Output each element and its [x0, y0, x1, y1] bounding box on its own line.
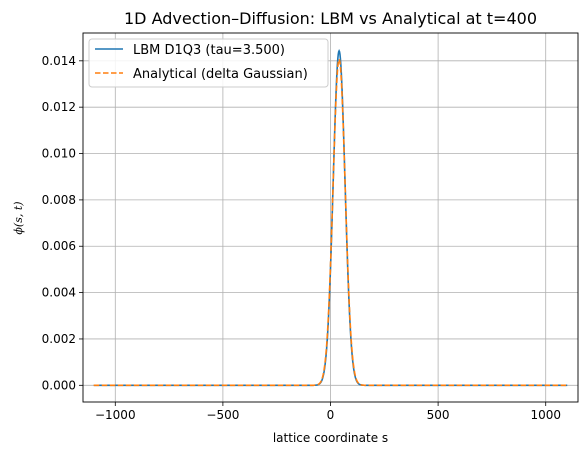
x-tick-label: −500: [206, 408, 239, 422]
x-tick-label: 0: [327, 408, 335, 422]
y-tick-label: 0.004: [42, 286, 76, 300]
y-tick-label: 0.014: [42, 54, 76, 68]
series-lines: [93, 49, 568, 387]
series-line-analytical: [93, 57, 568, 387]
y-axis-label: ϕ(s, t): [12, 201, 25, 234]
chart-title: 1D Advection–Diffusion: LBM vs Analytica…: [124, 9, 537, 28]
grid-lines: [83, 33, 578, 402]
legend-label-analytical: Analytical (delta Gaussian): [133, 67, 308, 82]
y-tick-label: 0.000: [42, 378, 76, 392]
legend-box: [88, 38, 329, 88]
y-tick-label: 0.006: [42, 239, 76, 253]
legend-label-lbm: LBM D1Q3 (tau=3.500): [133, 43, 285, 58]
y-tick-label: 0.008: [42, 193, 76, 207]
x-axis-label: lattice coordinate s: [273, 431, 388, 445]
y-tick-label: 0.002: [42, 332, 76, 346]
x-tick-label: −1000: [95, 408, 136, 422]
series-line-lbm: [93, 49, 568, 387]
legend: LBM D1Q3 (tau=3.500) Analytical (delta G…: [88, 38, 329, 88]
tick-marks: −1000 −500 0 500 1000 0.000 0.002 0.004 0.006 0.0…: [42, 54, 561, 422]
y-tick-label: 0.010: [42, 147, 76, 161]
x-tick-label: 1000: [530, 408, 561, 422]
y-tick-label: 0.012: [42, 100, 76, 114]
x-tick-label: 500: [427, 408, 450, 422]
